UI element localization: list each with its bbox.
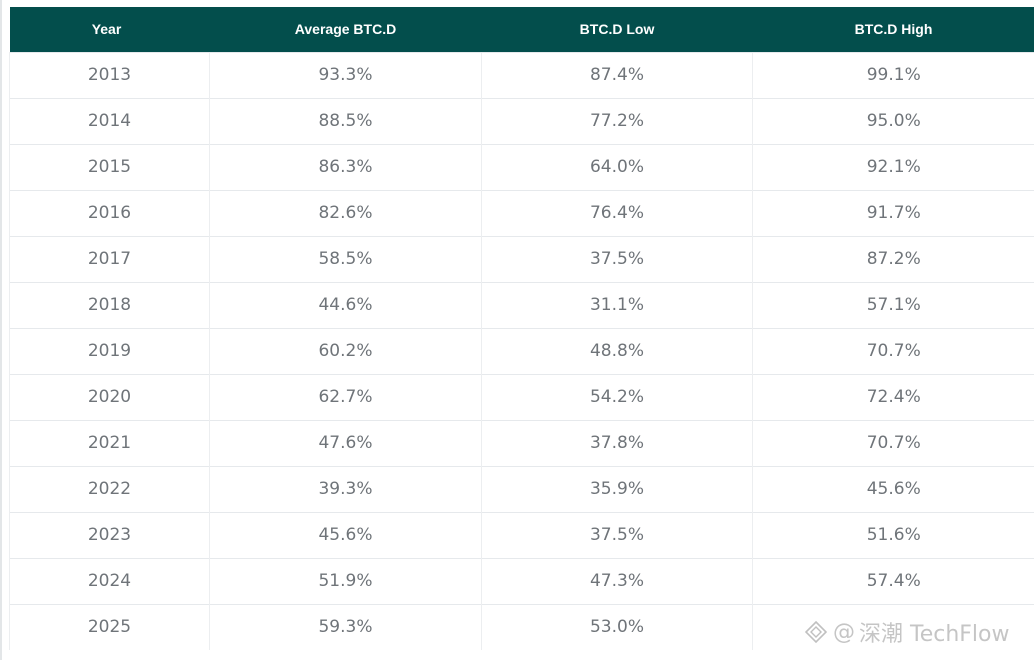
- cell-year: 2013: [9, 51, 210, 98]
- cell-high: 57.4%: [752, 557, 1034, 604]
- cell-high: 45.6%: [752, 465, 1034, 512]
- table-row: 2019 60.2% 48.8% 70.7%: [9, 327, 1034, 374]
- cell-year: 2024: [9, 557, 210, 604]
- btc-dominance-table: Year Average BTC.D BTC.D Low BTC.D High …: [9, 7, 1034, 650]
- table-body: 2013 93.3% 87.4% 99.1% 2014 88.5% 77.2% 95.0% 20…: [9, 51, 1034, 650]
- cell-year: 2021: [9, 419, 210, 466]
- cell-high: 87.2%: [752, 235, 1034, 282]
- cell-average: 60.2%: [209, 327, 482, 374]
- cell-average: 88.5%: [209, 97, 482, 144]
- cell-average: 86.3%: [209, 143, 482, 190]
- cell-low: 54.2%: [481, 373, 753, 420]
- cell-low: 48.8%: [481, 327, 753, 374]
- cell-average: 47.6%: [209, 419, 482, 466]
- cell-year: 2014: [9, 97, 210, 144]
- table-row: 2013 93.3% 87.4% 99.1%: [9, 51, 1034, 98]
- cell-year: 2019: [9, 327, 210, 374]
- table-row: 2015 86.3% 64.0% 92.1%: [9, 143, 1034, 190]
- cell-high: 51.6%: [752, 511, 1034, 558]
- cell-year: 2015: [9, 143, 210, 190]
- cell-low: 47.3%: [481, 557, 753, 604]
- cell-year: 2022: [9, 465, 210, 512]
- cell-low: 53.0%: [481, 603, 753, 650]
- table-row: 2016 82.6% 76.4% 91.7%: [9, 189, 1034, 236]
- cell-low: 37.8%: [481, 419, 753, 466]
- table-row: 2021 47.6% 37.8% 70.7%: [9, 419, 1034, 466]
- table-header: Year Average BTC.D BTC.D Low BTC.D High: [9, 7, 1034, 52]
- column-header-high: BTC.D High: [752, 7, 1034, 52]
- cell-year: 2025: [9, 603, 210, 650]
- cell-high: 91.7%: [752, 189, 1034, 236]
- cell-year: 2018: [9, 281, 210, 328]
- table-row: 2017 58.5% 37.5% 87.2%: [9, 235, 1034, 282]
- cell-year: 2016: [9, 189, 210, 236]
- cell-high: 92.1%: [752, 143, 1034, 190]
- cell-low: 64.0%: [481, 143, 753, 190]
- column-header-low: BTC.D Low: [481, 7, 753, 52]
- cell-high: 72.4%: [752, 373, 1034, 420]
- cell-year: 2020: [9, 373, 210, 420]
- cell-low: 37.5%: [481, 511, 753, 558]
- table-row: 2020 62.7% 54.2% 72.4%: [9, 373, 1034, 420]
- cell-average: 58.5%: [209, 235, 482, 282]
- cell-average: 39.3%: [209, 465, 482, 512]
- cell-low: 31.1%: [481, 281, 753, 328]
- cell-high: 70.7%: [752, 419, 1034, 466]
- column-header-year: Year: [9, 7, 210, 52]
- cell-high: [752, 603, 1034, 650]
- cell-high: 99.1%: [752, 51, 1034, 98]
- cell-year: 2017: [9, 235, 210, 282]
- cell-average: 59.3%: [209, 603, 482, 650]
- cell-low: 87.4%: [481, 51, 753, 98]
- cell-average: 62.7%: [209, 373, 482, 420]
- table-row: 2018 44.6% 31.1% 57.1%: [9, 281, 1034, 328]
- cell-low: 76.4%: [481, 189, 753, 236]
- cell-low: 35.9%: [481, 465, 753, 512]
- cell-average: 51.9%: [209, 557, 482, 604]
- left-divider: [0, 0, 2, 660]
- cell-high: 95.0%: [752, 97, 1034, 144]
- cell-average: 82.6%: [209, 189, 482, 236]
- cell-average: 44.6%: [209, 281, 482, 328]
- table-row: 2023 45.6% 37.5% 51.6%: [9, 511, 1034, 558]
- table-row: 2024 51.9% 47.3% 57.4%: [9, 557, 1034, 604]
- cell-low: 77.2%: [481, 97, 753, 144]
- cell-year: 2023: [9, 511, 210, 558]
- cell-high: 57.1%: [752, 281, 1034, 328]
- cell-low: 37.5%: [481, 235, 753, 282]
- cell-high: 70.7%: [752, 327, 1034, 374]
- table-row: 2014 88.5% 77.2% 95.0%: [9, 97, 1034, 144]
- header-row: Year Average BTC.D BTC.D Low BTC.D High: [9, 7, 1034, 52]
- cell-average: 93.3%: [209, 51, 482, 98]
- column-header-average: Average BTC.D: [209, 7, 482, 52]
- table-row: 2025 59.3% 53.0%: [9, 603, 1034, 650]
- cell-average: 45.6%: [209, 511, 482, 558]
- table-row: 2022 39.3% 35.9% 45.6%: [9, 465, 1034, 512]
